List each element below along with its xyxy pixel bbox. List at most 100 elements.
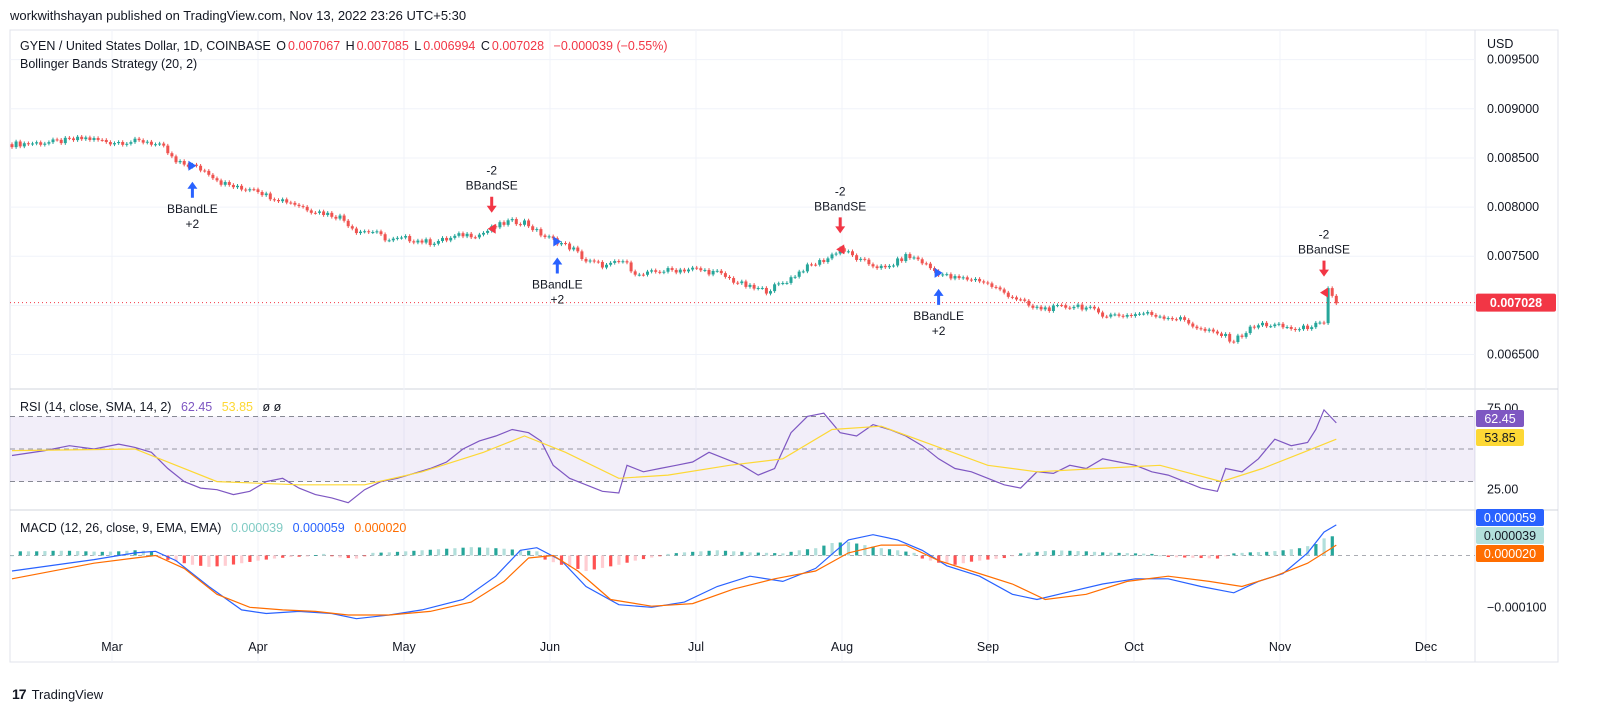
long-entry-marker: [553, 236, 562, 247]
month-tick-label: Dec: [1415, 640, 1437, 654]
macd-histogram-bar: [625, 555, 629, 563]
candle-body: [195, 164, 198, 166]
candle-body: [80, 136, 84, 140]
candle-body: [572, 247, 576, 250]
candle-body: [35, 142, 39, 144]
candle-body: [949, 274, 953, 279]
candle-body: [1183, 317, 1187, 320]
candle-body: [88, 137, 92, 140]
candle-body: [1006, 292, 1010, 297]
candle-body: [395, 237, 399, 239]
candle-body: [641, 274, 645, 276]
footer-brand[interactable]: 17 TradingView: [12, 686, 103, 702]
candle-body: [633, 271, 637, 275]
candle-body: [592, 260, 596, 262]
macd-histogram-bar: [1142, 553, 1146, 556]
rsi-line: [11, 408, 1337, 504]
candle-body: [482, 232, 485, 235]
candle-body: [219, 180, 223, 185]
macd-histogram-bar: [994, 555, 998, 559]
candle-body: [367, 231, 371, 233]
macd-histogram-bar: [1051, 550, 1056, 556]
month-tick-label: Sep: [977, 640, 999, 654]
candle-body: [400, 237, 403, 239]
macd-histogram-bar: [658, 555, 662, 557]
candle-body: [1261, 322, 1264, 326]
candle-body: [625, 261, 629, 263]
macd-histogram-bar: [805, 549, 810, 556]
candle-body: [752, 284, 756, 289]
brand-name: TradingView: [31, 686, 104, 702]
signal-label: BBandLE: [913, 309, 964, 323]
macd-histogram-bar: [231, 555, 236, 565]
candle-body: [1310, 327, 1314, 330]
candle-body: [260, 191, 264, 196]
signal-qty: -2: [1319, 228, 1330, 242]
published-header: workwithshayan published on TradingView.…: [10, 8, 467, 23]
candle-body: [990, 283, 994, 287]
rsi-legend[interactable]: RSI (14, close, SMA, 14, 2) 62.45 53.85 …: [20, 400, 283, 414]
macd-histogram-bar: [584, 555, 588, 571]
macd-histogram-bar: [986, 555, 990, 560]
macd-signal-badge: [1476, 545, 1544, 562]
macd-histogram-bar: [1166, 555, 1170, 558]
candle-body: [383, 234, 387, 241]
macd-histogram-bar: [149, 551, 154, 556]
month-tick-label: Jun: [540, 640, 560, 654]
month-tick-label: Aug: [831, 640, 853, 654]
macd-histogram-bar: [387, 552, 391, 556]
candle-body: [1318, 322, 1322, 324]
candle-body: [974, 278, 977, 281]
candle-body: [309, 210, 313, 213]
macd-histogram-bar: [732, 551, 736, 556]
macd-histogram-bar: [428, 549, 432, 556]
candle-body: [605, 264, 608, 268]
symbol-legend[interactable]: GYEN / United States Dollar, 1D, COINBAS…: [20, 39, 670, 53]
macd-histogram-bar: [1035, 551, 1039, 556]
candle-body: [412, 241, 416, 243]
macd-histogram-bar: [477, 547, 482, 556]
candle-body: [1293, 328, 1297, 330]
candle-body: [1330, 288, 1334, 296]
candle-body: [1228, 333, 1232, 342]
candle-body: [1064, 305, 1068, 308]
macd-histogram-bar: [1174, 555, 1179, 558]
macd-histogram-bar: [953, 555, 957, 565]
candle-body: [1023, 299, 1027, 301]
macd-histogram-bar: [1306, 546, 1310, 556]
macd-histogram-bar: [412, 550, 416, 556]
candle-body: [1289, 327, 1293, 329]
candle-body: [953, 276, 957, 279]
candle-body: [1133, 314, 1137, 316]
macd-histogram-bar: [256, 555, 260, 561]
candle-body: [39, 142, 43, 145]
candle-body: [805, 264, 809, 272]
candle-body: [477, 234, 481, 238]
candle-body: [1072, 306, 1076, 309]
candle-body: [326, 212, 330, 216]
macd-histogram-bar: [1256, 552, 1261, 556]
macd-histogram-bar: [445, 548, 449, 556]
macd-histogram-bar: [486, 547, 490, 556]
buy-arrow-icon: [552, 257, 563, 274]
macd-histogram-bar: [1281, 550, 1285, 556]
candle-body: [1195, 326, 1199, 329]
candle-body: [793, 276, 797, 278]
candle-body: [719, 270, 723, 274]
candle-body: [248, 189, 252, 191]
macd-histogram-bar: [1019, 553, 1023, 556]
macd-histogram-bar: [641, 555, 646, 560]
candle-body: [117, 142, 121, 144]
strategy-legend[interactable]: Bollinger Bands Strategy (20, 2): [20, 57, 198, 71]
candle-body: [129, 142, 133, 144]
macd-legend[interactable]: MACD (12, 26, close, 9, EMA, EMA) 0.0000…: [20, 521, 408, 535]
short-entry-marker: [1320, 287, 1328, 298]
candle-body: [1117, 314, 1121, 316]
candle-body: [900, 258, 904, 262]
signal-label: BBandSE: [814, 199, 866, 213]
macd-histogram-bar: [838, 542, 842, 556]
macd-histogram-bar: [896, 550, 900, 556]
candle-body: [1105, 316, 1109, 318]
candle-body: [281, 199, 285, 202]
